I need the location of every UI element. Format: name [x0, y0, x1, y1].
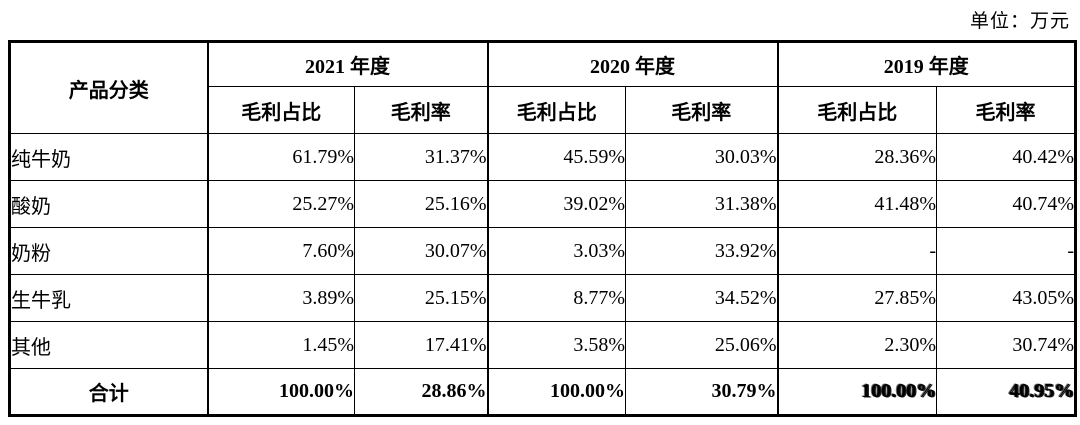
cell-2019-profit-share: 2.30% [776, 321, 937, 369]
row-label: 生牛乳 [9, 274, 208, 322]
cell-2019-margin: 40.74% [936, 180, 1076, 228]
subheader-2019-margin: 毛利率 [936, 86, 1076, 134]
subheader-2021-margin: 毛利率 [354, 86, 488, 134]
total-row-label: 合计 [9, 368, 208, 416]
cell-2021-margin: 25.16% [354, 180, 488, 228]
table-row-milk-powder: 奶粉 7.60% 30.07% 3.03% 33.92% - - [9, 227, 1076, 275]
subheader-2019-profit-share: 毛利占比 [776, 86, 937, 134]
product-category-header: 产品分类 [9, 41, 208, 134]
cell-2021-margin: 17.41% [354, 321, 488, 369]
cell-2019-margin: 30.74% [936, 321, 1076, 369]
cell-2021-profit-share: 61.79% [206, 133, 355, 181]
total-2020-margin: 30.79% [625, 368, 778, 416]
cell-2020-profit-share: 8.77% [486, 274, 626, 322]
table-row-raw-milk: 生牛乳 3.89% 25.15% 8.77% 34.52% 27.85% 43.… [9, 274, 1076, 322]
total-2021-margin: 28.86% [354, 368, 488, 416]
table-row-total: 合计 100.00% 28.86% 100.00% 30.79% 100.00%… [9, 368, 1076, 416]
cell-2019-profit-share: 41.48% [776, 180, 937, 228]
cell-2019-profit-share: - [776, 227, 937, 275]
cell-2019-margin: 40.42% [936, 133, 1076, 181]
cell-2020-profit-share: 3.58% [486, 321, 626, 369]
cell-2019-profit-share: 27.85% [776, 274, 937, 322]
row-label: 其他 [9, 321, 208, 369]
row-label: 酸奶 [9, 180, 208, 228]
cell-2020-profit-share: 39.02% [486, 180, 626, 228]
cell-2019-margin: - [936, 227, 1076, 275]
subheader-2020-margin: 毛利率 [625, 86, 778, 134]
cell-2021-profit-share: 7.60% [206, 227, 355, 275]
cell-2019-margin: 43.05% [936, 274, 1076, 322]
cell-2019-profit-share: 28.36% [776, 133, 937, 181]
row-label: 奶粉 [9, 227, 208, 275]
cell-2021-profit-share: 1.45% [206, 321, 355, 369]
cell-2021-profit-share: 25.27% [206, 180, 355, 228]
table-row-other: 其他 1.45% 17.41% 3.58% 25.06% 2.30% 30.74… [9, 321, 1076, 369]
cell-2020-margin: 34.52% [625, 274, 778, 322]
total-2021-profit-share: 100.00% [206, 368, 355, 416]
gross-profit-table: 产品分类 2021 年度 2020 年度 2019 年度 毛利占比 毛利率 毛利… [8, 40, 1077, 417]
row-label: 纯牛奶 [9, 133, 208, 181]
total-2019-profit-share: 100.00% [776, 368, 937, 416]
cell-2021-margin: 30.07% [354, 227, 488, 275]
total-2020-profit-share: 100.00% [486, 368, 626, 416]
table-row-yogurt: 酸奶 25.27% 25.16% 39.02% 31.38% 41.48% 40… [9, 180, 1076, 228]
year-header-2021: 2021 年度 [206, 41, 488, 87]
cell-2020-margin: 25.06% [625, 321, 778, 369]
table-header-metric-row: 毛利占比 毛利率 毛利占比 毛利率 毛利占比 毛利率 [10, 86, 1076, 134]
year-header-2020: 2020 年度 [486, 41, 778, 87]
subheader-2021-profit-share: 毛利占比 [206, 86, 355, 134]
cell-2020-profit-share: 45.59% [486, 133, 626, 181]
cell-2020-margin: 33.92% [625, 227, 778, 275]
table-header-year-row: 产品分类 2021 年度 2020 年度 2019 年度 [9, 41, 1076, 134]
cell-2020-margin: 30.03% [625, 133, 778, 181]
table-row-pure-milk: 纯牛奶 61.79% 31.37% 45.59% 30.03% 28.36% 4… [9, 133, 1076, 181]
cell-2020-profit-share: 3.03% [486, 227, 626, 275]
year-header-2019: 2019 年度 [776, 41, 1076, 87]
subheader-2020-profit-share: 毛利占比 [486, 86, 626, 134]
cell-2021-margin: 31.37% [354, 133, 488, 181]
total-2019-margin: 40.95% [936, 368, 1076, 416]
cell-2020-margin: 31.38% [625, 180, 778, 228]
unit-label: 单位：万元 [969, 11, 1070, 32]
cell-2021-profit-share: 3.89% [206, 274, 355, 322]
cell-2021-margin: 25.15% [354, 274, 488, 322]
